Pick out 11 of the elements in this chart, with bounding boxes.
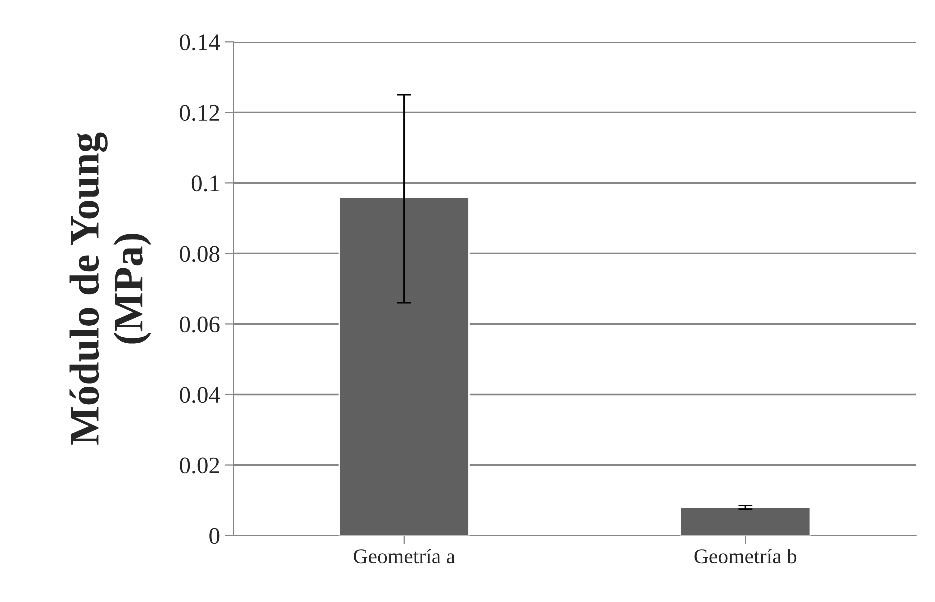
y-tick-label: 0.06 [180, 316, 220, 333]
y-tick-label: 0.08 [180, 246, 220, 262]
y-tick-label: 0.04 [180, 387, 220, 404]
y-tick-label: 0 [210, 528, 220, 544]
y-axis-title: Módulo de Young (MPa) [70, 132, 152, 445]
x-tick-label: Geometría b [694, 548, 797, 564]
x-tick-label: Geometría a [354, 548, 456, 564]
y-tick-label: 0.1 [192, 176, 220, 192]
y-tick-label: 0.02 [180, 458, 220, 474]
y-tick-label: 0.12 [180, 105, 220, 122]
y-tick-label: 0.14 [180, 34, 220, 51]
